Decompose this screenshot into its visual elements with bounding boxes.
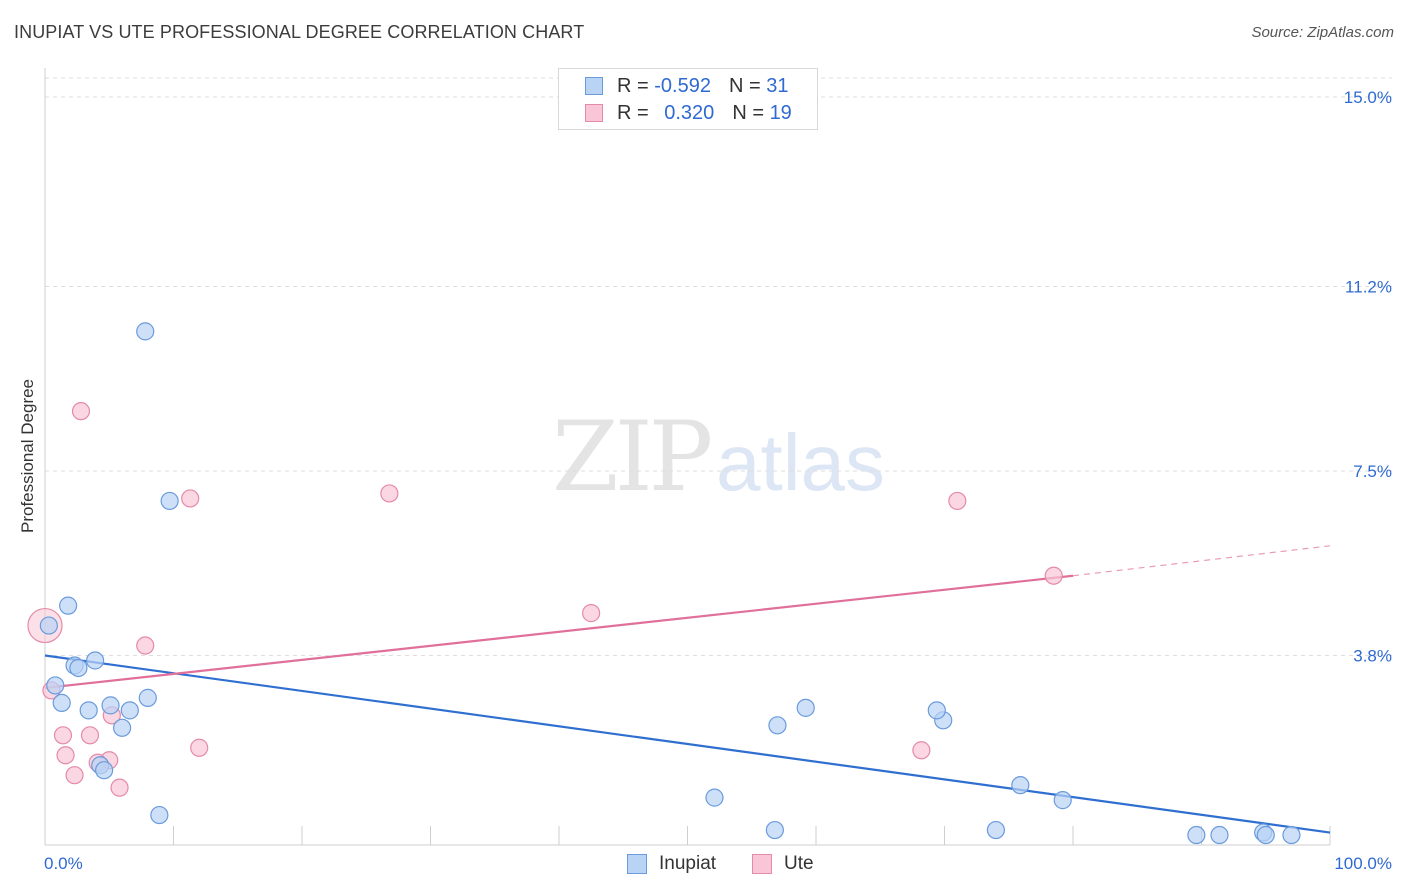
legend-swatch-ute bbox=[585, 104, 603, 122]
point-inupiat-18 bbox=[768, 716, 787, 735]
point-ute-17 bbox=[912, 741, 931, 760]
point-inupiat-7 bbox=[46, 676, 65, 695]
source-label: Source: ZipAtlas.com bbox=[1251, 24, 1394, 41]
y-tick-label-2: 11.2% bbox=[1345, 277, 1392, 296]
point-inupiat-29 bbox=[1256, 825, 1275, 845]
point-inupiat-16 bbox=[150, 805, 169, 825]
watermark-atlas: atlas bbox=[716, 418, 885, 507]
point-inupiat-22 bbox=[765, 820, 784, 840]
point-ute-5 bbox=[582, 604, 601, 623]
point-inupiat-17 bbox=[796, 698, 815, 717]
correlation-legend: R = -0.592 N = 31 R = 0.320 N = 19 bbox=[558, 68, 818, 130]
tick-labels: 3.8% 7.5% 11.2% 15.0% 0.0% 100.0% bbox=[44, 88, 1392, 873]
trend-lines bbox=[44, 545, 1331, 834]
series-label-ute: Ute bbox=[784, 853, 814, 874]
point-inupiat-9 bbox=[52, 693, 71, 712]
watermark: ZIP atlas bbox=[552, 401, 885, 513]
point-ute-3 bbox=[948, 491, 967, 511]
legend-text-inupiat: R = -0.592 N = 31 bbox=[617, 75, 789, 97]
point-inupiat-12 bbox=[120, 701, 139, 720]
point-ute-10 bbox=[80, 726, 100, 745]
point-inupiat-25 bbox=[986, 820, 1006, 840]
point-inupiat-20 bbox=[927, 701, 946, 720]
point-ute-12 bbox=[56, 746, 75, 765]
data-points bbox=[27, 322, 1301, 845]
y-axis-label: Professional Degree bbox=[18, 378, 37, 534]
point-inupiat-11 bbox=[79, 701, 98, 720]
point-inupiat-24 bbox=[1053, 791, 1072, 810]
point-inupiat-0 bbox=[136, 322, 155, 341]
point-ute-16 bbox=[110, 778, 129, 797]
point-inupiat-15 bbox=[95, 761, 114, 780]
point-inupiat-1 bbox=[160, 491, 179, 511]
series-swatch-ute bbox=[752, 854, 772, 874]
point-ute-15 bbox=[65, 766, 84, 785]
point-ute-6 bbox=[136, 636, 155, 655]
point-inupiat-30 bbox=[1282, 825, 1301, 845]
trend-line-ute-extension bbox=[1072, 545, 1331, 577]
point-inupiat-4 bbox=[86, 651, 105, 670]
point-inupiat-6 bbox=[69, 658, 88, 678]
trend-line-ute bbox=[44, 574, 1074, 690]
grid-lines bbox=[45, 77, 1392, 657]
point-ute-9 bbox=[53, 726, 73, 745]
x-tick-label-1: 100.0% bbox=[1334, 854, 1392, 873]
point-inupiat-21 bbox=[705, 788, 724, 807]
point-inupiat-27 bbox=[1210, 825, 1229, 845]
point-inupiat-26 bbox=[1187, 825, 1206, 845]
y-tick-label-1: 7.5% bbox=[1353, 462, 1392, 481]
watermark-zip: ZIP bbox=[552, 401, 711, 513]
point-ute-11 bbox=[190, 738, 209, 757]
series-legend: Inupiat Ute bbox=[0, 852, 1406, 878]
point-inupiat-13 bbox=[112, 718, 132, 737]
point-ute-1 bbox=[181, 489, 200, 508]
y-tick-label-0: 3.8% bbox=[1353, 647, 1392, 666]
trend-line-inupiat bbox=[44, 654, 1331, 834]
x-tick-label-0: 0.0% bbox=[44, 854, 83, 873]
y-tick-label-3: 15.0% bbox=[1344, 88, 1392, 107]
point-ute-4 bbox=[1044, 566, 1063, 585]
point-inupiat-2 bbox=[59, 596, 78, 615]
point-ute-2 bbox=[380, 484, 399, 503]
series-label-inupiat: Inupiat bbox=[659, 853, 717, 874]
axes bbox=[44, 68, 1331, 846]
chart-title: INUPIAT VS UTE PROFESSIONAL DEGREE CORRE… bbox=[14, 22, 585, 42]
point-inupiat-10 bbox=[101, 696, 120, 715]
legend-text-ute: R = 0.320 N = 19 bbox=[617, 102, 792, 124]
series-swatch-inupiat bbox=[627, 854, 647, 874]
point-inupiat-3 bbox=[39, 616, 58, 635]
point-ute-0 bbox=[71, 402, 91, 421]
point-inupiat-23 bbox=[1011, 776, 1030, 795]
point-inupiat-8 bbox=[138, 688, 157, 707]
legend-swatch-inupiat bbox=[585, 77, 603, 95]
